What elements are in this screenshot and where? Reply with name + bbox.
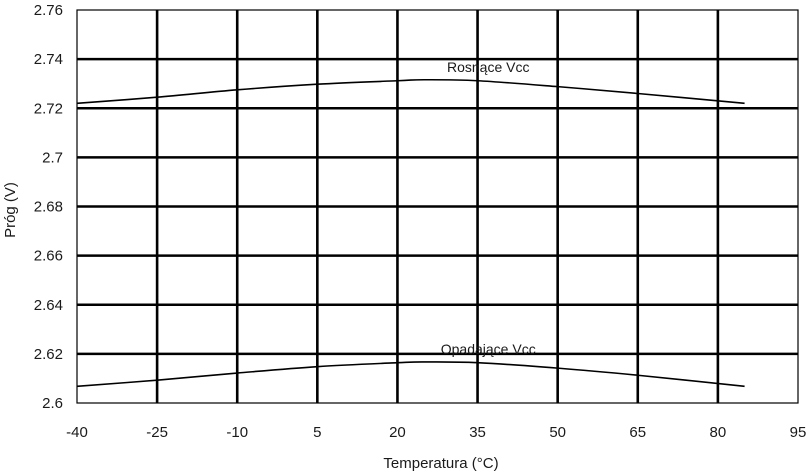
x-tick-label: -40 <box>66 424 88 441</box>
x-tick-label: 20 <box>389 424 406 441</box>
y-tick-label: 2.66 <box>34 248 63 265</box>
y-tick-label: 2.76 <box>34 2 63 19</box>
x-tick-label: -25 <box>146 424 168 441</box>
x-tick-label: 35 <box>469 424 486 441</box>
y-tick-label: 2.64 <box>34 297 63 314</box>
plot-area: Rosnące Vcc Opadające Vcc <box>76 59 745 388</box>
x-tick-label: 95 <box>790 424 807 441</box>
x-tick-label: 80 <box>710 424 727 441</box>
x-tick-label: -10 <box>226 424 248 441</box>
series-line-0 <box>76 78 745 105</box>
y-tick-label: 2.62 <box>34 346 63 363</box>
y-tick-label: 2.68 <box>34 199 63 216</box>
series-label-1: Opadające Vcc <box>441 341 536 357</box>
y-axis-title: Próg (V) <box>2 182 19 238</box>
x-tick-label: 50 <box>549 424 566 441</box>
x-axis-title: Temperatura (°C) <box>383 455 498 472</box>
x-tick-label: 5 <box>313 424 321 441</box>
x-tick-label: 65 <box>629 424 646 441</box>
y-tick-label: 2.74 <box>34 51 63 68</box>
tick-labels: -40 -25 -10 5 20 35 50 65 80 95 2.6 2.62 2.64 2.66 2.6… <box>34 2 807 441</box>
grid <box>76 9 799 404</box>
series-line-1 <box>76 361 745 388</box>
y-tick-label: 2.7 <box>42 149 63 166</box>
series-label-0: Rosnące Vcc <box>447 59 529 75</box>
y-tick-label: 2.72 <box>34 100 63 117</box>
y-tick-label: 2.6 <box>42 395 63 412</box>
